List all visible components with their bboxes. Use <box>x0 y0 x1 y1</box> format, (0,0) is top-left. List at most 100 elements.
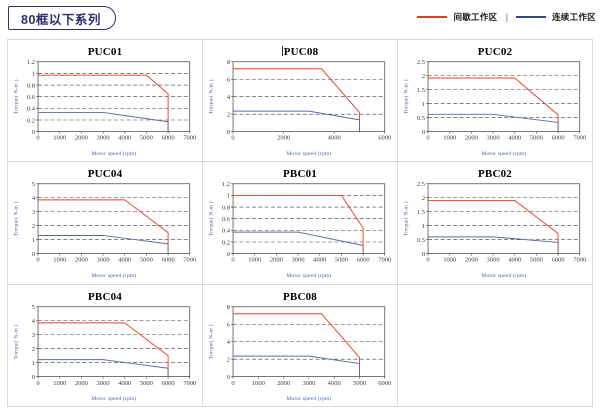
x-tick-label: 7000 <box>183 257 197 264</box>
y-tick-label: 0 <box>32 374 36 381</box>
y-tick-label: 1 <box>422 223 425 230</box>
chart-title: PBC01 <box>203 168 397 180</box>
torque-speed-plot: 0 0.5 1 1.5 2 2.5 0 1000 2000 3000 4000 5000 6000 700… <box>402 59 587 157</box>
x-axis-label: Motor speed (rpm) <box>286 395 331 402</box>
x-tick-label: 5000 <box>530 135 544 142</box>
x-tick-label: 1000 <box>53 135 67 142</box>
chart-title-text: PUC02 <box>477 46 513 58</box>
x-tick-label: 7000 <box>183 379 197 386</box>
x-tick-label: 5000 <box>140 379 154 386</box>
x-tick-label: 0 <box>36 257 40 264</box>
series-line-continuous <box>232 355 360 364</box>
chart-grid: 0 0.2 0.4 0.6 0.8 1 1.2 0 1000 2000 3000 4000 5000 60… <box>7 39 593 407</box>
x-tick-label: 4000 <box>118 257 132 264</box>
series-line-continuous <box>37 235 169 245</box>
series-line-intermittent <box>37 199 169 255</box>
chart-cell-puc04[interactable]: 0 1 2 3 4 5 0 1000 2000 3000 4000 5000 6000 7000 Motor… <box>8 162 203 285</box>
x-tick-label: 2000 <box>277 379 291 386</box>
y-tick-label: 1 <box>32 71 35 78</box>
plot-frame <box>427 183 581 255</box>
x-tick-label: 1000 <box>53 257 67 264</box>
x-tick-label: 6000 <box>357 257 371 264</box>
y-tick-label: 0.5 <box>417 237 425 244</box>
y-tick-label: 0 <box>32 251 36 258</box>
y-tick-label: 0.5 <box>417 115 425 122</box>
chart-cell-pbc04[interactable]: 0 1 2 3 4 5 0 1000 2000 3000 4000 5000 6000 7000 Motor… <box>8 284 203 407</box>
y-tick-label: 0.6 <box>222 216 231 223</box>
torque-speed-plot: 0 0.2 0.4 0.6 0.8 1 1.2 0 1000 2000 3000 4000 5000 60… <box>12 59 197 157</box>
plot-frame <box>37 183 191 255</box>
y-tick-label: 0 <box>422 251 426 258</box>
x-tick-label: 2000 <box>465 135 479 142</box>
chart-title-text: PUC04 <box>87 168 123 181</box>
y-tick-label: 5 <box>32 181 35 188</box>
torque-speed-plot: 0 2 4 6 8 0 2000 4000 6000 Motor speed (rpm) Torqu… <box>207 59 392 157</box>
x-axis-label: Motor speed (rpm) <box>91 272 136 279</box>
y-tick-label: 4 <box>227 339 231 346</box>
chart-title-text: PUC08 <box>283 46 319 58</box>
x-tick-label: 7000 <box>573 257 587 264</box>
chart-title: PUC01 <box>8 46 202 58</box>
x-tick-label: 0 <box>36 135 40 142</box>
plot-frame <box>37 306 191 377</box>
chart-cell-pbc01[interactable]: 0 0.2 0.4 0.6 0.8 1 1.2 0 1000 2000 3000 4000 5000 60… <box>203 162 398 285</box>
plot-frame <box>232 183 386 255</box>
y-tick-label: 1 <box>32 360 35 367</box>
y-tick-label: 2 <box>422 73 425 80</box>
x-tick-label: 2000 <box>270 257 284 264</box>
chart-cell-puc01[interactable]: 0 0.2 0.4 0.6 0.8 1 1.2 0 1000 2000 3000 4000 5000 60… <box>8 40 203 163</box>
x-tick-label: 1000 <box>443 257 457 264</box>
x-tick-label: 6000 <box>552 257 566 264</box>
chart-title: PBC08 <box>203 291 397 303</box>
y-tick-label: 0 <box>32 129 36 136</box>
plot-area: 0 0.5 1 1.5 2 2.5 0 1000 2000 3000 4000 5000 6000 700… <box>398 162 592 283</box>
y-tick-label: 2 <box>32 346 35 353</box>
y-tick-label: 1 <box>422 101 425 108</box>
chart-cell-pbc08[interactable]: 0 2 4 6 8 0 1000 2000 3000 4000 5000 6000 Motor spee… <box>203 284 398 407</box>
x-axis-label: Motor speed (rpm) <box>481 272 526 279</box>
x-tick-label: 4000 <box>313 257 327 264</box>
x-tick-label: 4000 <box>118 379 132 386</box>
x-tick-label: 2000 <box>277 135 291 142</box>
y-axis-label: Torque( N-m ) <box>402 79 409 114</box>
series-line-continuous <box>232 231 364 247</box>
series-line-continuous <box>37 358 169 369</box>
y-tick-label: 1 <box>227 193 230 200</box>
chart-title-text: PBC02 <box>478 168 512 181</box>
y-tick-label: 0.8 <box>222 205 231 212</box>
x-tick-label: 6000 <box>162 257 176 264</box>
x-tick-label: 4000 <box>508 135 522 142</box>
y-tick-label: 4 <box>32 318 36 325</box>
red-line-swatch <box>417 15 448 19</box>
y-tick-label: 1 <box>32 237 35 244</box>
y-tick-label: 0 <box>227 251 231 258</box>
y-tick-label: 2.5 <box>417 181 425 188</box>
x-axis-label: Motor speed (rpm) <box>481 150 526 157</box>
chart-cell-puc02[interactable]: 0 0.5 1 1.5 2 2.5 0 1000 2000 3000 4000 5000 6000 700… <box>398 40 593 163</box>
chart-cell-puc08[interactable]: 0 2 4 6 8 0 2000 4000 6000 Motor speed (rpm) Torqu… <box>203 40 398 163</box>
y-tick-label: 2 <box>227 111 230 118</box>
x-tick-label: 7000 <box>183 135 197 142</box>
y-axis-label: Torque( N-m ) <box>207 324 214 359</box>
x-tick-label: 6000 <box>162 135 176 142</box>
series-line-intermittent <box>427 200 559 255</box>
torque-speed-plot: 0 0.2 0.4 0.6 0.8 1 1.2 0 1000 2000 3000 4000 5000 60… <box>207 181 392 279</box>
x-tick-label: 3000 <box>487 135 501 142</box>
torque-speed-plot: 0 1 2 3 4 5 0 1000 2000 3000 4000 5000 6000 7000 Motor… <box>12 181 197 279</box>
chart-title-text: PBC04 <box>88 290 122 303</box>
plot-area: 0 0.5 1 1.5 2 2.5 0 1000 2000 3000 4000 5000 6000 700… <box>398 40 592 161</box>
torque-speed-plot: 0 1 2 3 4 5 0 1000 2000 3000 4000 5000 6000 7000 Motor… <box>12 304 197 402</box>
series-tag-label: 80框以下系列 <box>21 12 101 27</box>
y-tick-label: 4 <box>227 94 231 101</box>
x-tick-label: 0 <box>231 135 235 142</box>
page-header: 80框以下系列 间歇工作区 | 连续工作区 <box>0 0 600 38</box>
series-line-intermittent <box>232 312 360 377</box>
plot-area: 0 0.2 0.4 0.6 0.8 1 1.2 0 1000 2000 3000 4000 5000 60… <box>203 162 397 283</box>
x-tick-label: 0 <box>231 379 235 386</box>
x-tick-label: 3000 <box>97 135 111 142</box>
y-axis-label: Torque( N-m ) <box>12 324 19 359</box>
chart-cell-pbc02[interactable]: 0 0.5 1 1.5 2 2.5 0 1000 2000 3000 4000 5000 6000 700… <box>398 162 593 285</box>
plot-area: 0 1 2 3 4 5 0 1000 2000 3000 4000 5000 6000 7000 Motor… <box>8 285 202 406</box>
torque-speed-plot: 0 2 4 6 8 0 1000 2000 3000 4000 5000 6000 Motor spee… <box>207 304 392 402</box>
torque-speed-plot: 0 0.5 1 1.5 2 2.5 0 1000 2000 3000 4000 5000 6000 700… <box>402 181 587 279</box>
